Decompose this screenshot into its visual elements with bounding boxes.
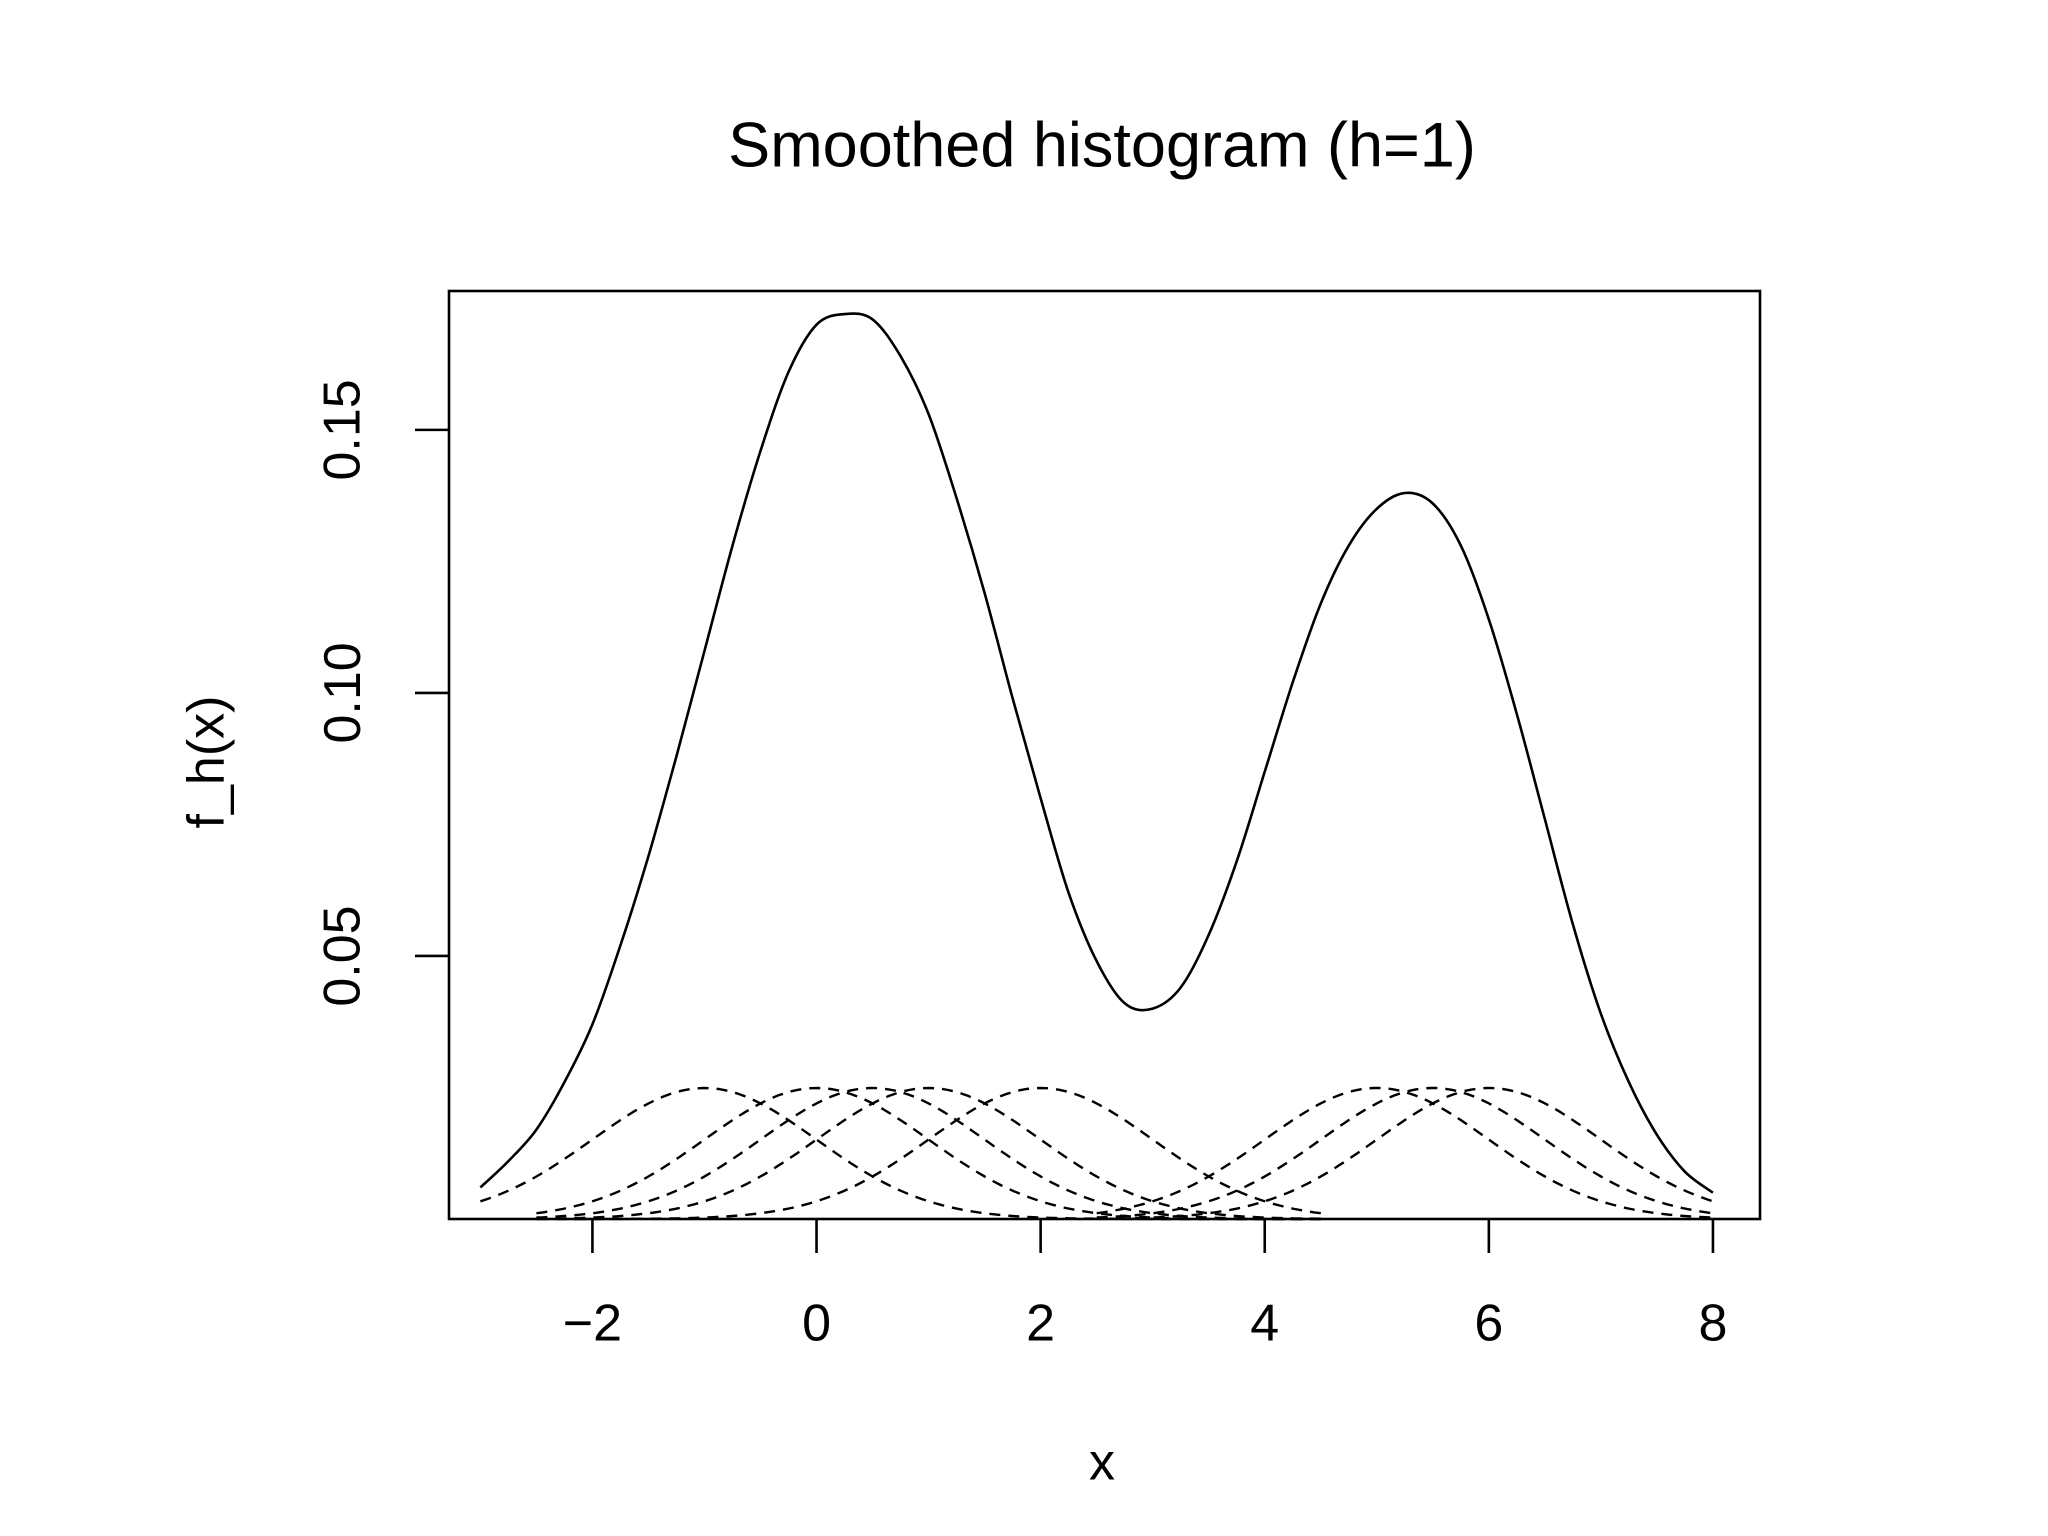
x-tick-label: 8 bbox=[1698, 1295, 1727, 1353]
y-tick-label: 0.05 bbox=[314, 905, 372, 1006]
kernel-curve-5 bbox=[536, 1086, 1321, 1221]
kernel-curve-2 bbox=[536, 1086, 1321, 1221]
x-tick-label: 0 bbox=[802, 1295, 831, 1353]
x-tick-label: 4 bbox=[1250, 1295, 1279, 1353]
y-tick-label: 0.15 bbox=[314, 379, 372, 480]
kernel-curve-6 bbox=[1096, 1086, 1713, 1219]
kernel-curve-7 bbox=[1096, 1086, 1714, 1219]
y-axis: 0.05 0.10 0.15 bbox=[314, 379, 449, 1007]
chart-title: Smoothed histogram (h=1) bbox=[728, 111, 1476, 181]
kernel-curve-3 bbox=[536, 1086, 1321, 1221]
y-axis-label: f_h(x) bbox=[178, 696, 236, 829]
kernel-curve-4 bbox=[536, 1086, 1321, 1220]
density-curve-group bbox=[479, 312, 1714, 1194]
x-tick-label: 6 bbox=[1474, 1295, 1503, 1353]
density-curve bbox=[479, 312, 1714, 1194]
x-tick-label: −2 bbox=[563, 1295, 622, 1353]
x-tick-label: 2 bbox=[1026, 1295, 1055, 1353]
kernel-curve-8 bbox=[1096, 1086, 1714, 1220]
x-axis-label: x bbox=[1089, 1434, 1115, 1492]
y-tick-label: 0.10 bbox=[314, 642, 372, 743]
x-axis: −2 0 2 4 6 8 bbox=[563, 1219, 1727, 1353]
kernel-curves bbox=[480, 1086, 1714, 1221]
